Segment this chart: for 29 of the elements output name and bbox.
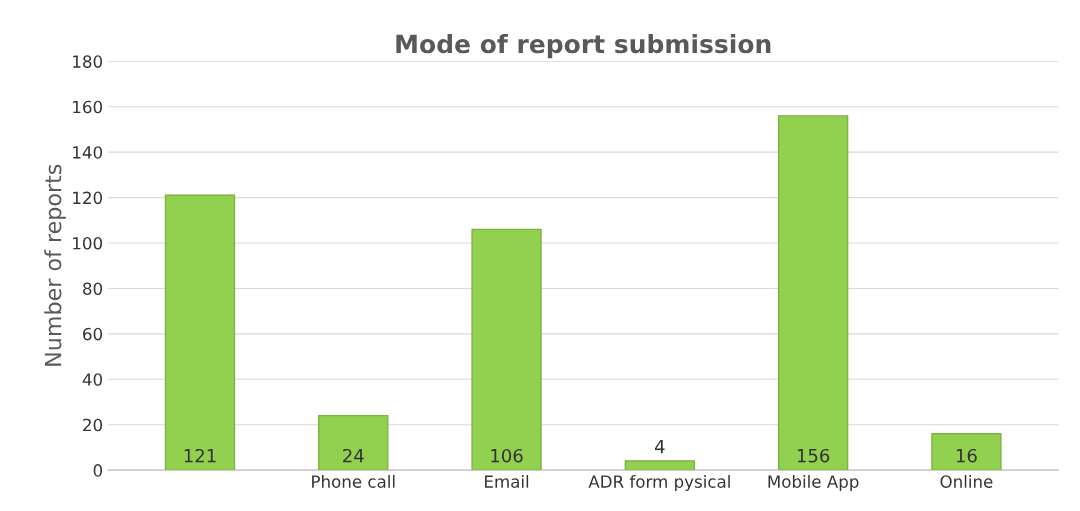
y-tick-label: 180 bbox=[73, 55, 103, 68]
data-label: 156 bbox=[797, 448, 830, 463]
x-tick-label: Phone call bbox=[312, 474, 395, 488]
bar bbox=[318, 414, 389, 471]
x-tick-label: Mobile App bbox=[768, 474, 859, 492]
data-label: 24 bbox=[343, 448, 364, 463]
x-tick-label: ADR form pysical bbox=[588, 474, 730, 492]
y-tick-label: 100 bbox=[73, 236, 103, 250]
bar bbox=[624, 460, 696, 471]
y-tick-label: 20 bbox=[83, 418, 103, 432]
x-tick-label: Online bbox=[940, 474, 993, 488]
x-tick-label: Email bbox=[485, 474, 529, 488]
bar bbox=[777, 115, 849, 471]
bar bbox=[931, 433, 1002, 471]
chart-title: Mode of report submission bbox=[396, 33, 771, 59]
y-tick-label: 0 bbox=[93, 464, 103, 477]
y-tick-label: 80 bbox=[83, 282, 103, 295]
bar bbox=[164, 194, 236, 471]
data-label: 4 bbox=[654, 440, 665, 454]
y-tick-label: 40 bbox=[82, 373, 103, 386]
y-tick-label: 120 bbox=[73, 191, 103, 205]
data-label: 121 bbox=[184, 448, 216, 463]
data-label: 16 bbox=[956, 448, 977, 463]
data-label: 106 bbox=[491, 448, 523, 463]
y-tick-label: 160 bbox=[73, 100, 103, 114]
y-tick-label: 140 bbox=[73, 146, 103, 159]
y-tick-label: 60 bbox=[83, 327, 103, 341]
y-axis-title: Number of reports bbox=[44, 164, 66, 366]
bar bbox=[471, 228, 542, 471]
